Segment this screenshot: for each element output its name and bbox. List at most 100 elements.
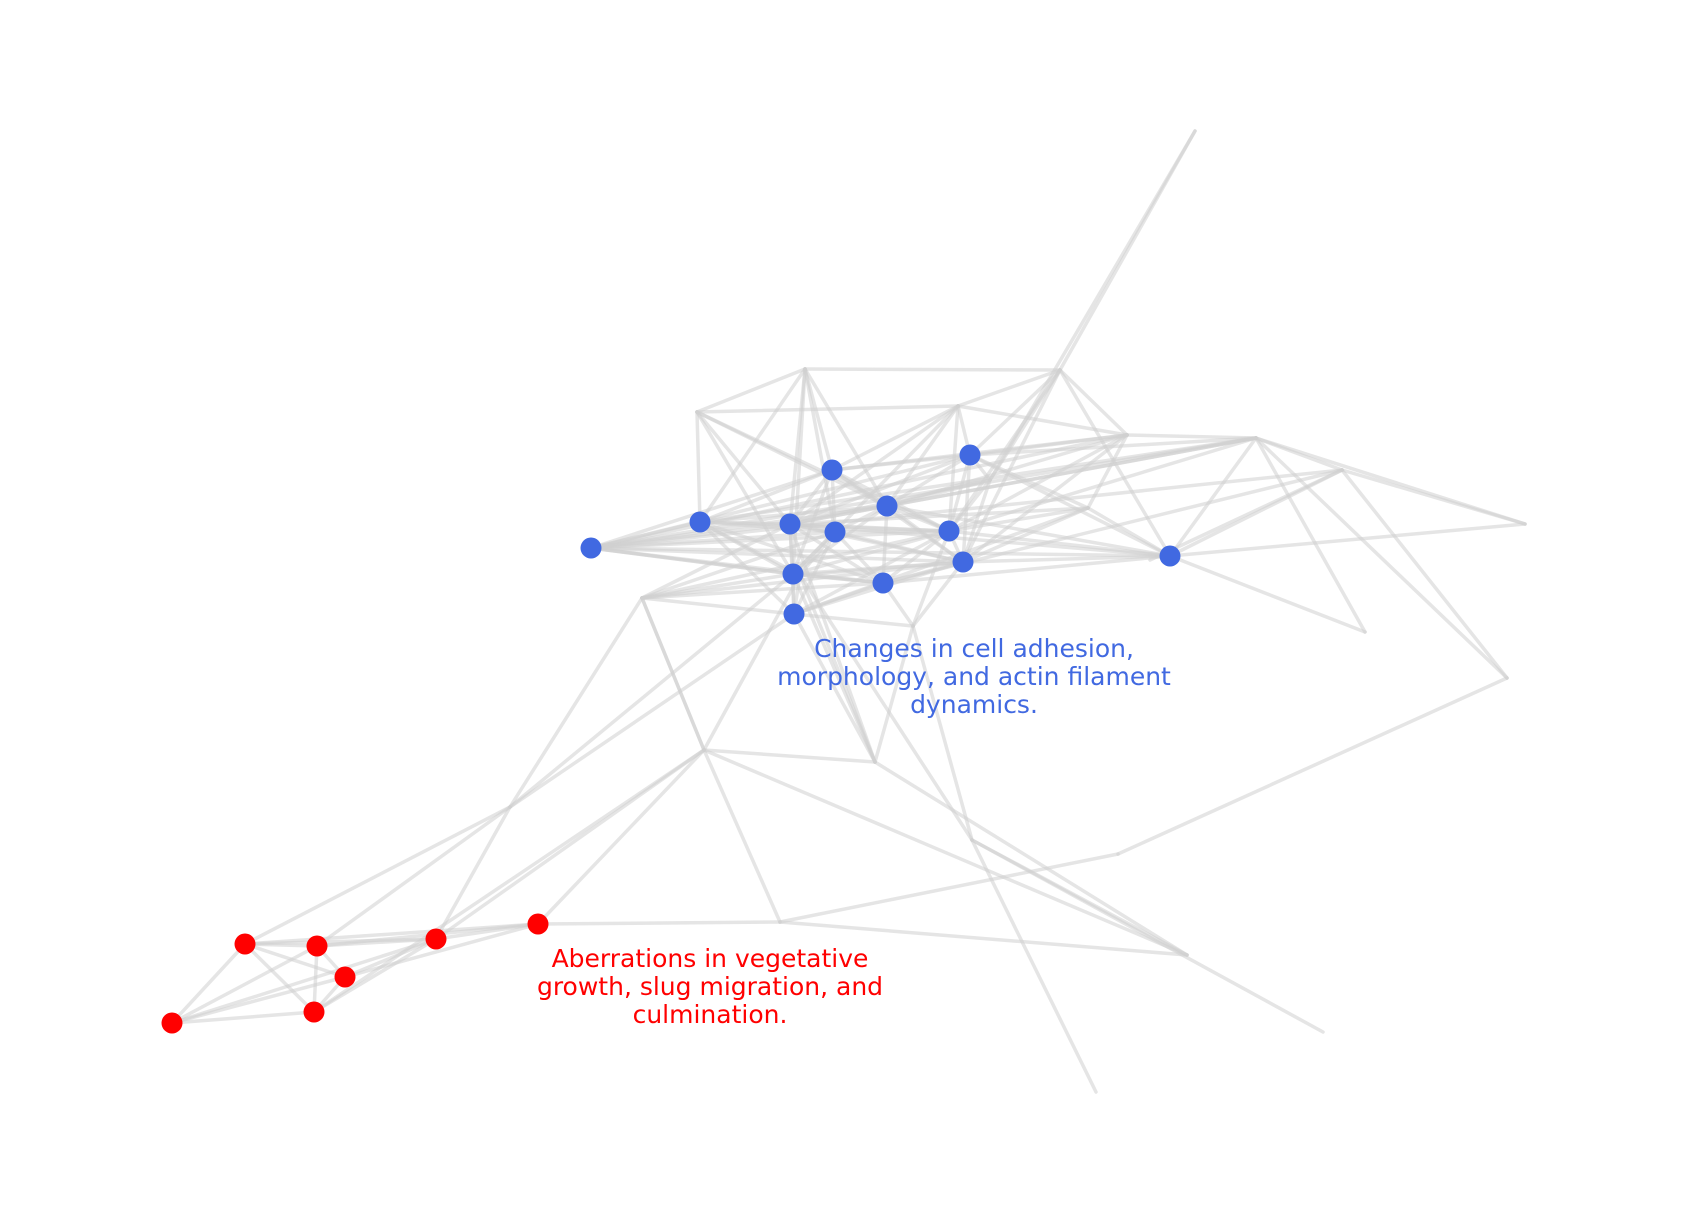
network-edge [961, 368, 1062, 564]
network-edge [970, 838, 1098, 1094]
network-edge [791, 572, 885, 585]
network-edge [508, 596, 644, 809]
network-edge [947, 478, 992, 533]
network-edge [315, 805, 512, 948]
network-edge [702, 748, 1189, 957]
blue-cluster-node [938, 520, 960, 542]
network-edge [956, 404, 1129, 437]
network-edge [947, 506, 1090, 533]
network-edge [885, 504, 951, 533]
network-edge [243, 922, 540, 946]
network-edge [961, 453, 972, 564]
network-edge [170, 944, 319, 1025]
network-edge [792, 612, 877, 764]
blue-cluster-label-line: Changes in cell adhesion, [814, 634, 1134, 663]
network-edge [873, 624, 915, 764]
network-edge [792, 529, 951, 616]
network-edge [1125, 433, 1258, 440]
blue-cluster-node [952, 551, 974, 573]
red-cluster-label-line: culmination. [632, 1000, 788, 1029]
network-edge [956, 368, 1062, 408]
network-edge [803, 367, 1062, 372]
blue-cluster-node [872, 572, 894, 594]
network-edge [508, 612, 796, 809]
network-edge [589, 433, 1129, 550]
blue-cluster-node [959, 444, 981, 466]
network-edge [312, 944, 319, 1014]
network-edge [885, 404, 960, 508]
network-edge [640, 581, 885, 600]
network-edge [243, 942, 347, 979]
network-edge [640, 596, 796, 616]
network-edge [589, 546, 1172, 558]
network-edge [830, 453, 972, 472]
network-edge [1254, 436, 1509, 680]
network-edge [1168, 554, 1367, 634]
network-edge [970, 838, 1189, 957]
blue-cluster-node [783, 603, 805, 625]
edge-layer [170, 129, 1527, 1094]
network-edge [911, 560, 965, 628]
network-edge [640, 560, 965, 600]
network-edge [243, 805, 512, 946]
blue-cluster-label-line: morphology, and actin filament [777, 662, 1171, 691]
red-cluster-node [306, 935, 328, 957]
blue-cluster-node [782, 563, 804, 585]
blue-cluster-node [580, 537, 602, 559]
network-edge [803, 367, 837, 534]
network-edge [698, 468, 834, 524]
network-edge [1168, 436, 1258, 558]
network-edge [698, 367, 807, 524]
red-cluster-node [161, 1012, 183, 1034]
network-edge [1340, 468, 1509, 680]
network-edge [885, 504, 1172, 558]
network-edge [170, 975, 347, 1025]
network-edge [434, 805, 512, 941]
blue-cluster-node [689, 511, 711, 533]
red-cluster-node [234, 933, 256, 955]
network-edge [1168, 468, 1344, 558]
blue-cluster-node [1159, 545, 1181, 567]
network-edge [536, 748, 706, 926]
blue-cluster-label: Changes in cell adhesion, morphology, an… [724, 635, 1224, 719]
network-edge [343, 922, 540, 979]
blue-cluster-node [824, 521, 846, 543]
red-cluster-label-line: Aberrations in vegetative [551, 944, 869, 973]
network-edge [695, 410, 702, 524]
network-edge [968, 453, 1172, 558]
network-edge [170, 937, 438, 1025]
network-edge [778, 920, 1189, 957]
blue-cluster-node [876, 495, 898, 517]
network-edge [695, 367, 807, 414]
network-edge [792, 612, 915, 628]
network-edge [702, 748, 782, 924]
red-cluster-label: Aberrations in vegetative growth, slug m… [485, 945, 935, 1029]
network-edge [885, 453, 972, 508]
network-edge [830, 404, 960, 472]
network-edge [881, 554, 1172, 585]
network-edge [881, 529, 951, 585]
network-edge [243, 942, 316, 1014]
red-cluster-node [425, 928, 447, 950]
network-edge [947, 436, 1258, 533]
network-edge [778, 852, 1120, 924]
network-edge [702, 748, 877, 764]
red-cluster-node [527, 913, 549, 935]
node-layer [161, 444, 1181, 1034]
network-edge [1340, 468, 1527, 526]
network-edge [589, 453, 972, 550]
blue-cluster-node [779, 513, 801, 535]
network-edge [312, 937, 438, 1014]
network-edge [536, 920, 782, 926]
network-edge [911, 624, 974, 842]
network-edge [508, 572, 795, 809]
network-edge [968, 433, 1129, 457]
network-edge [589, 468, 834, 550]
blue-cluster-label-line: dynamics. [910, 690, 1038, 719]
red-cluster-node [303, 1001, 325, 1023]
network-edge [803, 367, 889, 508]
network-edge [1116, 676, 1509, 856]
red-cluster-label-line: growth, slug migration, and [536, 972, 884, 1001]
network-edge [968, 436, 1258, 457]
